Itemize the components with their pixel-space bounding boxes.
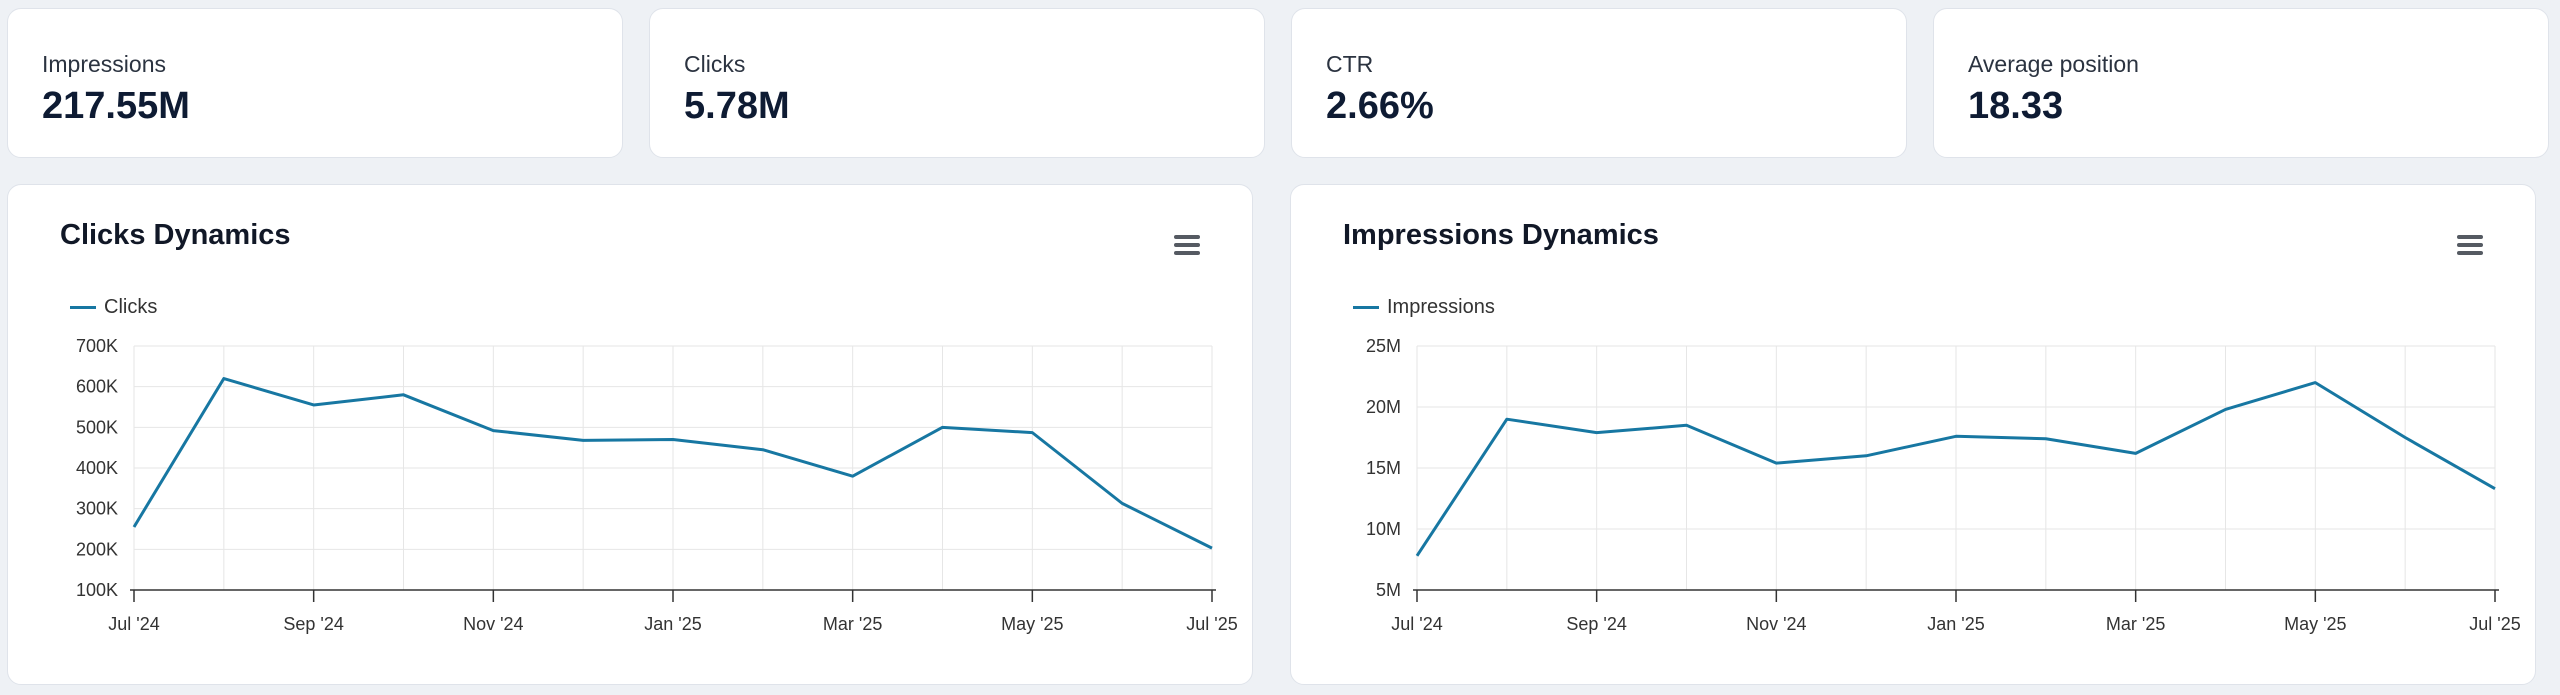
kpi-value: 217.55M (42, 85, 190, 127)
y-tick-label: 5M (1376, 580, 1401, 600)
y-tick-label: 100K (76, 580, 118, 600)
legend-swatch (1353, 306, 1379, 309)
impressions-dynamics-card: Impressions Dynamics Impressions 5M 10M 15… (1290, 184, 2536, 685)
kpi-value: 2.66% (1326, 85, 1434, 127)
x-tick-label: Nov '24 (463, 614, 523, 634)
hamburger-menu-icon[interactable] (2457, 235, 2483, 257)
x-tick-label: Jul '24 (108, 614, 159, 634)
x-tick-label: Sep '24 (283, 614, 344, 634)
y-tick-label: 600K (76, 377, 118, 397)
kpi-card-ctr: CTR 2.66% (1291, 8, 1907, 158)
x-tick-label: Jan '25 (1927, 614, 1984, 634)
y-tick-label: 500K (76, 417, 118, 437)
kpi-card-average-position: Average position 18.33 (1933, 8, 2549, 158)
chart-title: Impressions Dynamics (1343, 219, 1659, 251)
x-tick-label: Jul '24 (1391, 614, 1442, 634)
y-tick-label: 25M (1366, 336, 1401, 356)
kpi-label: CTR (1326, 51, 1374, 77)
legend-item-clicks[interactable]: Clicks (70, 296, 157, 319)
x-tick-label: Sep '24 (1566, 614, 1627, 634)
y-tick-label: 200K (76, 539, 118, 559)
y-tick-label: 400K (76, 458, 118, 478)
legend-item-impressions[interactable]: Impressions (1353, 296, 1495, 319)
kpi-value: 18.33 (1968, 85, 2064, 127)
hamburger-menu-icon[interactable] (1174, 235, 1200, 257)
kpi-card-impressions: Impressions 217.55M (7, 8, 623, 158)
x-tick-label: Jul '25 (2469, 614, 2520, 634)
x-tick-label: Mar '25 (2106, 614, 2165, 634)
y-tick-label: 300K (76, 499, 118, 519)
y-tick-label: 10M (1366, 519, 1401, 539)
x-tick-label: Nov '24 (1746, 614, 1806, 634)
chart-title: Clicks Dynamics (60, 219, 291, 251)
kpi-value: 5.78M (684, 85, 790, 127)
y-tick-label: 700K (76, 336, 118, 356)
x-tick-label: May '25 (1001, 614, 1063, 634)
kpi-label: Impressions (42, 51, 166, 77)
x-tick-label: Mar '25 (823, 614, 882, 634)
legend-swatch (70, 306, 96, 309)
series-line-clicks[interactable] (132, 377, 1213, 550)
x-tick-label: May '25 (2284, 614, 2346, 634)
x-tick-label: Jan '25 (644, 614, 701, 634)
kpi-label: Average position (1968, 51, 2139, 77)
legend-label: Impressions (1387, 296, 1495, 318)
kpi-label: Clicks (684, 51, 746, 77)
clicks-dynamics-card: Clicks Dynamics Clicks 100K 200K 300K 400K 5… (7, 184, 1253, 685)
impressions-line-chart: 5M 10M 15M 20M 25M Jul '24 Sep '24 Nov '24 Jan '… (1366, 336, 2521, 634)
x-tick-label: Jul '25 (1186, 614, 1237, 634)
y-tick-label: 15M (1366, 458, 1401, 478)
legend-label: Clicks (104, 296, 158, 318)
y-tick-label: 20M (1366, 397, 1401, 417)
clicks-line-chart: 100K 200K 300K 400K 500K 600K 700K Jul '24 Sep '… (76, 336, 1238, 634)
series-line-impressions[interactable] (1415, 381, 2496, 557)
kpi-card-clicks: Clicks 5.78M (649, 8, 1265, 158)
